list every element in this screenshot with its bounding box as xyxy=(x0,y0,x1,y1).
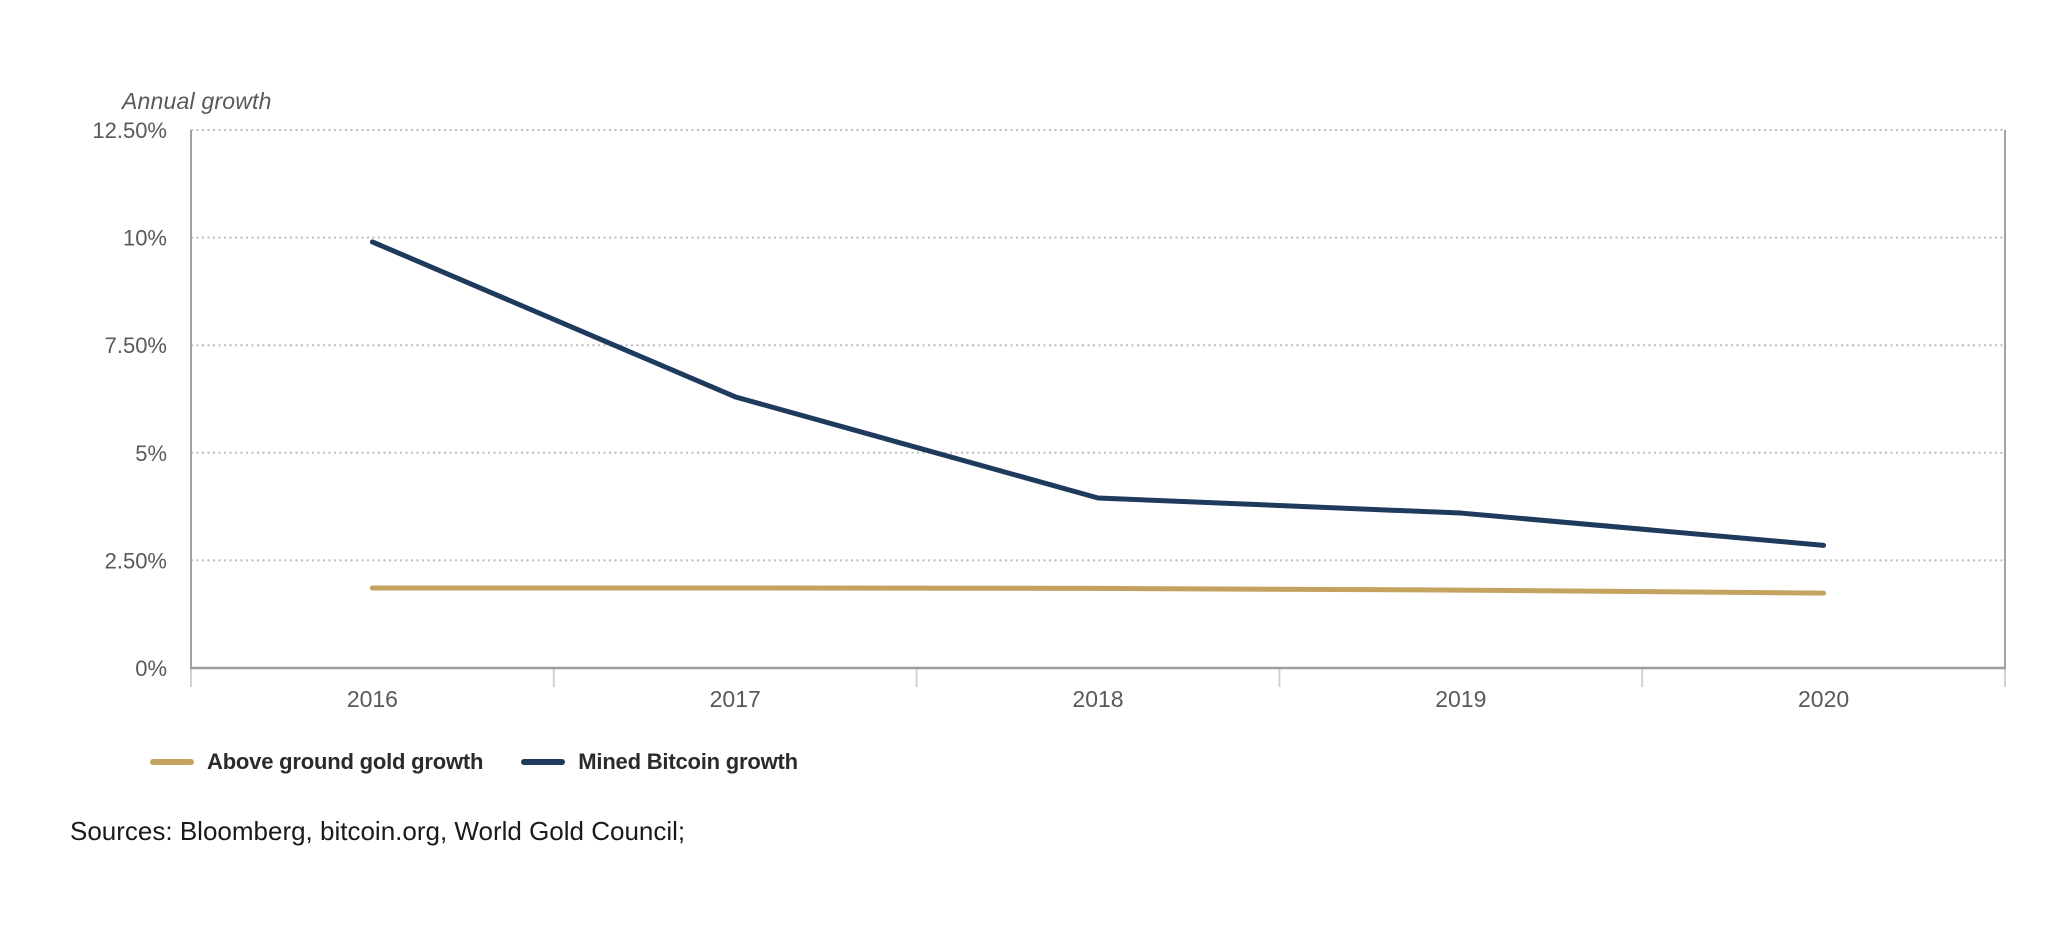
x-axis-tick-label: 2018 xyxy=(1072,686,1123,712)
sources-note: Sources: Bloomberg, bitcoin.org, World G… xyxy=(70,816,686,846)
chart-title: Annual growth xyxy=(122,88,272,114)
legend-label-gold: Above ground gold growth xyxy=(207,749,484,774)
x-axis-tick-label: 2017 xyxy=(710,686,761,712)
y-axis-tick-label: 0% xyxy=(135,656,167,681)
y-axis-tick-label: 7.50% xyxy=(105,333,167,358)
x-axis-tick-label: 2020 xyxy=(1798,686,1849,712)
legend-item-bitcoin: Mined Bitcoin growth xyxy=(521,749,798,775)
y-axis-tick-label: 10% xyxy=(123,226,167,251)
chart-legend: Above ground gold growth Mined Bitcoin g… xyxy=(150,748,798,776)
x-axis-tick-label: 2016 xyxy=(347,686,398,712)
legend-label-bitcoin: Mined Bitcoin growth xyxy=(578,749,798,774)
gold-line-swatch-icon xyxy=(150,759,194,765)
series-line-mined-bitcoin-growth xyxy=(369,239,1827,548)
y-axis-tick-label: 5% xyxy=(135,441,167,466)
x-axis-tick-label: 2019 xyxy=(1435,686,1486,712)
y-axis-tick-label: 2.50% xyxy=(105,548,167,573)
y-axis-tick-label: 12.50% xyxy=(92,118,167,143)
legend-item-gold: Above ground gold growth xyxy=(150,749,483,775)
bitcoin-line-swatch-icon xyxy=(521,759,566,765)
growth-line-chart: 12.50% 10% 7.50% 5% 2.50% 0% 2016 2017 2018 2019 2… xyxy=(92,118,2006,712)
series-line-above-ground-gold-growth xyxy=(369,585,1827,596)
